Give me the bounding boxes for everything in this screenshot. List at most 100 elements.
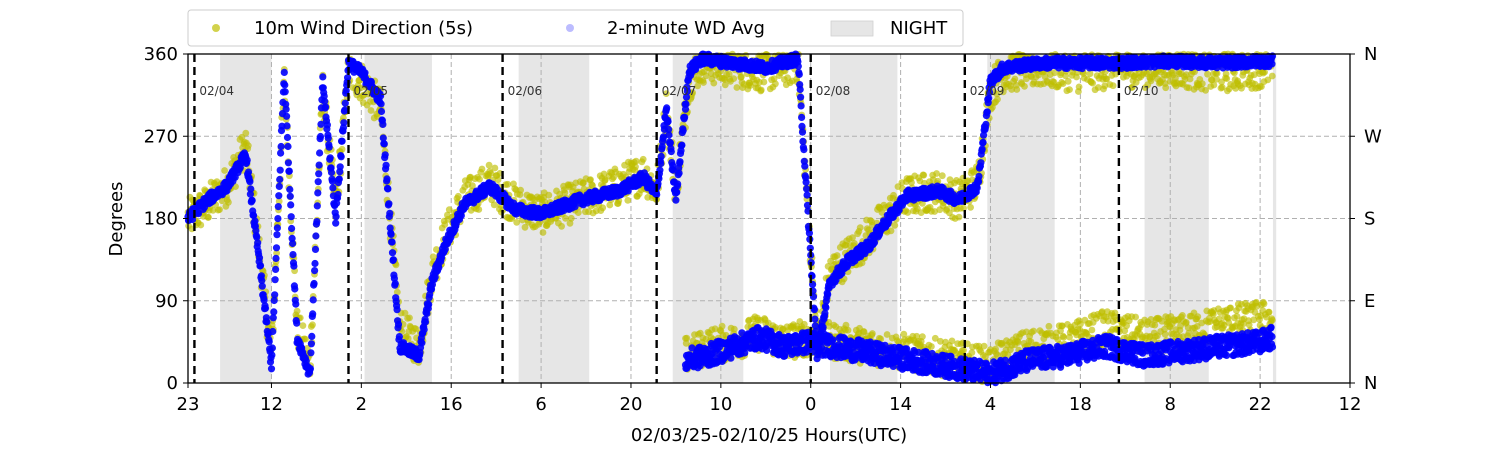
wind-point [1202,87,1209,94]
avg-point [332,213,340,221]
avg-point [664,117,672,126]
wind-point [993,90,1001,98]
wind-point [406,314,413,322]
avg-point [421,318,430,326]
wind-point [878,209,886,216]
avg-point [676,158,684,166]
wind-point [1103,75,1111,83]
avg-point [316,149,324,157]
wind-point [710,79,718,87]
wind-point [738,73,745,81]
wind-point [476,175,483,183]
wind-point [931,208,938,215]
wind-point [1210,81,1218,89]
avg-point [798,113,806,121]
wind-point [733,84,741,91]
avg-point [309,310,317,318]
wind-point [404,335,412,342]
avg-point [275,192,283,200]
avg-point [306,365,314,373]
wind-point [539,229,547,236]
avg-point [265,338,273,346]
avg-point [289,239,297,248]
avg-point [797,102,805,110]
avg-point [268,344,276,352]
avg-point [291,285,299,293]
wind-point [851,240,858,247]
avg-point [977,159,985,167]
wind-point [913,332,921,340]
wind-point [920,171,928,179]
wind-point [747,82,754,89]
wind-point [725,70,733,78]
avg-point [983,108,991,116]
wind-point [610,173,617,181]
avg-point [973,184,981,192]
avg-point [273,231,281,239]
wind-point [1213,70,1221,77]
wind-point [1264,76,1272,84]
wind-point [1089,79,1096,87]
avg-point [391,279,399,288]
avg-point [382,161,390,169]
avg-point [388,249,397,257]
wind-point [908,179,915,186]
avg-point [310,279,318,288]
wind-point [721,81,729,89]
wind-point [302,335,309,343]
avg-point [307,349,315,357]
wind-point [491,164,499,172]
avg-point [288,224,296,233]
wind-point [441,221,449,228]
avg-point [1268,60,1276,68]
avg-point [309,296,317,304]
avg-point [256,262,265,270]
avg-point [329,184,337,192]
wind-point [1223,75,1231,82]
avg-point [325,143,333,151]
wind-point [700,79,707,86]
wind-point [933,170,940,177]
wind-point [694,82,702,90]
wind-point [309,321,316,329]
wind-point [1011,75,1019,83]
wind-point [412,325,420,333]
wind-point [844,326,852,334]
avg-point [248,196,256,204]
avg-point [824,290,832,298]
avg-point [286,185,294,194]
wind-point [730,75,738,82]
avg-point [292,300,300,308]
avg-point [313,202,321,210]
avg-point [313,218,321,226]
avg-point [314,189,322,197]
avg-point [982,120,990,128]
avg-point [311,267,319,275]
wind-point [1204,70,1211,78]
wind-point [1161,330,1169,338]
avg-point [383,175,391,183]
avg-point [283,112,291,120]
avg-point [385,200,393,208]
wind-point [760,78,768,86]
wind-point [730,325,738,333]
avg-point [384,185,392,193]
avg-point [327,168,336,177]
avg-point [284,159,292,167]
avg-point [286,192,294,200]
avg-point [282,105,290,113]
avg-point [274,215,282,223]
avg-point [388,238,396,246]
night-band [1272,54,1277,383]
avg-point [681,113,689,121]
wind-point [293,307,301,315]
wind-point [521,223,529,231]
avg-point [657,152,665,160]
avg-point [457,212,465,220]
wind-point [938,172,946,180]
wind-point [469,182,476,190]
wind-point [1227,304,1234,312]
wind-point [1051,69,1059,77]
avg-point [672,196,680,204]
avg-point [277,149,285,157]
